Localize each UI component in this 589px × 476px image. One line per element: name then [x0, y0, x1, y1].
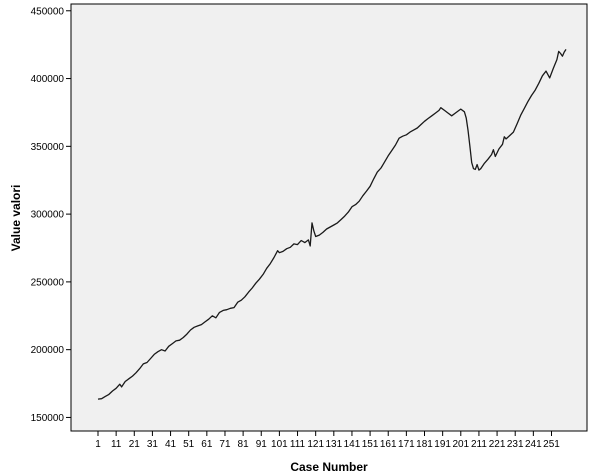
plot-area: [70, 3, 588, 432]
y-tick-label: 350000: [31, 142, 65, 153]
x-tick-label: 31: [147, 439, 159, 450]
x-tick-label: 71: [219, 439, 231, 450]
y-tick-label: 300000: [31, 210, 65, 221]
x-tick-label: 91: [256, 439, 268, 450]
x-tick-label: 241: [525, 439, 542, 450]
x-tick-label: 161: [380, 439, 397, 450]
y-tick-label: 150000: [31, 413, 65, 424]
x-tick-label: 181: [416, 439, 433, 450]
y-tick-label: 400000: [31, 74, 65, 85]
x-tick-label: 251: [543, 439, 560, 450]
x-tick-label: 201: [452, 439, 469, 450]
x-tick-label: 41: [165, 439, 177, 450]
x-tick-label: 131: [325, 439, 342, 450]
x-tick-label: 221: [489, 439, 506, 450]
y-tick-label: 450000: [31, 6, 65, 17]
x-tick-label: 121: [307, 439, 324, 450]
x-tick-label: 51: [183, 439, 195, 450]
series-line: [97, 49, 567, 400]
x-axis-title: Case Number: [290, 460, 368, 474]
x-tick-label: 211: [471, 439, 487, 450]
x-tick-label: 151: [362, 439, 379, 450]
x-tick-label: 191: [434, 439, 451, 450]
x-tick-label: 1: [95, 439, 101, 450]
series-layer: [97, 49, 567, 400]
y-tick-label: 200000: [31, 345, 65, 356]
x-tick-label: 141: [344, 439, 361, 450]
x-tick-label: 81: [238, 439, 250, 450]
y-tick-label: 250000: [31, 277, 65, 288]
y-axis-ticks: 150000 200000 250000 300000 350000 400000 4500…: [31, 6, 71, 424]
x-tick-label: 61: [201, 439, 213, 450]
x-tick-label: 11: [111, 439, 122, 450]
x-tick-label: 101: [271, 439, 288, 450]
x-tick-label: 171: [398, 439, 415, 450]
x-tick-label: 21: [129, 439, 141, 450]
y-axis-title: Value valori: [9, 185, 23, 252]
x-tick-label: 231: [507, 439, 524, 450]
x-tick-label: 111: [290, 439, 306, 450]
x-axis-ticks: 1 11 21 31 41 51 61 71 81 91 101 111 121 131 141 151 161…: [95, 431, 560, 450]
